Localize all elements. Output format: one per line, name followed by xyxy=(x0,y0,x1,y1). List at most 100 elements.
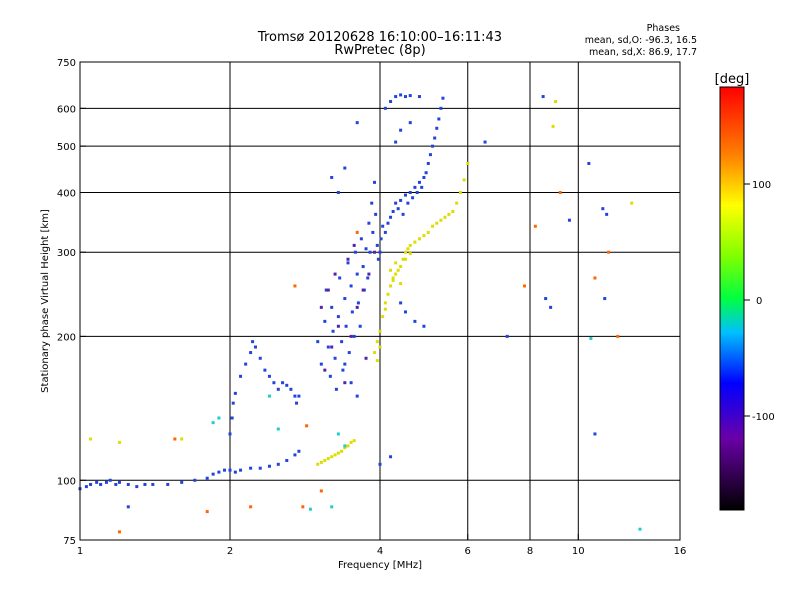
data-point xyxy=(417,180,421,184)
colorbar-label: [deg] xyxy=(715,72,750,87)
data-point xyxy=(324,288,328,292)
data-point xyxy=(605,212,609,216)
data-point xyxy=(353,250,357,254)
data-point xyxy=(230,416,234,420)
data-point xyxy=(239,468,243,472)
data-point xyxy=(381,224,385,228)
chart-title: Tromsø 20120628 16:10:00–16:11:43 xyxy=(257,30,502,45)
data-point xyxy=(411,196,415,200)
data-point xyxy=(373,351,377,355)
data-point xyxy=(180,437,184,441)
data-point xyxy=(399,282,403,286)
data-point xyxy=(376,257,380,261)
data-point xyxy=(364,247,368,251)
data-point xyxy=(267,464,271,468)
x-tick-label: 4 xyxy=(377,546,383,557)
data-point xyxy=(334,387,338,391)
data-point xyxy=(403,95,407,99)
data-point xyxy=(396,207,400,211)
data-point xyxy=(638,527,642,531)
data-point xyxy=(346,257,350,261)
data-point xyxy=(415,190,419,194)
data-point xyxy=(350,310,354,314)
data-point xyxy=(603,297,607,301)
x-axis-label: Frequency [MHz] xyxy=(338,560,422,571)
data-point xyxy=(355,121,359,125)
data-point xyxy=(431,224,435,228)
data-point xyxy=(297,394,301,398)
data-point xyxy=(330,305,334,309)
colorbar xyxy=(719,86,745,511)
data-point xyxy=(408,190,412,194)
data-point xyxy=(403,193,407,197)
data-point xyxy=(417,95,421,99)
x-tick-label: 1 xyxy=(77,546,83,557)
data-point xyxy=(228,432,232,436)
data-point xyxy=(403,310,407,314)
data-point xyxy=(349,381,353,385)
data-point xyxy=(233,470,237,474)
data-point xyxy=(336,432,340,436)
data-point xyxy=(336,451,340,455)
data-point xyxy=(394,201,398,205)
data-point xyxy=(523,284,527,288)
x-tick-label: 6 xyxy=(465,546,471,557)
data-point xyxy=(441,96,445,100)
data-point xyxy=(408,94,412,98)
data-point xyxy=(340,340,344,344)
data-point xyxy=(630,201,634,205)
data-point xyxy=(458,190,462,194)
data-point xyxy=(211,472,215,476)
data-point xyxy=(399,198,403,202)
data-point xyxy=(343,381,347,385)
data-point xyxy=(89,437,93,441)
data-point xyxy=(371,230,375,234)
data-point xyxy=(373,180,377,184)
x-tick-label: 2 xyxy=(227,546,233,557)
data-point xyxy=(239,374,243,378)
data-point xyxy=(413,240,417,244)
data-point xyxy=(443,215,447,219)
data-point xyxy=(293,394,297,398)
data-point xyxy=(117,440,121,444)
data-point xyxy=(366,276,370,280)
data-point xyxy=(368,250,372,254)
grid-lines xyxy=(80,62,680,540)
data-point xyxy=(361,288,365,292)
data-point xyxy=(403,250,407,254)
data-point xyxy=(420,185,424,189)
data-point xyxy=(330,345,334,349)
data-point xyxy=(374,212,378,216)
data-point xyxy=(333,272,337,276)
data-point xyxy=(244,362,248,366)
x-tick-label: 10 xyxy=(572,546,585,557)
colorbar-tick-label: -100 xyxy=(752,412,775,423)
data-point xyxy=(276,427,280,431)
data-point xyxy=(391,276,395,280)
data-point xyxy=(383,106,387,110)
x-tick-label: 16 xyxy=(674,546,687,557)
data-point xyxy=(249,505,253,509)
data-point xyxy=(399,265,403,269)
data-point xyxy=(343,446,347,450)
data-point xyxy=(267,374,271,378)
y-tick-label: 500 xyxy=(57,142,76,153)
data-point xyxy=(295,401,299,405)
data-point xyxy=(323,368,327,372)
y-tick-label: 100 xyxy=(57,476,76,487)
data-point xyxy=(378,345,382,349)
data-point xyxy=(422,175,426,179)
data-point xyxy=(394,95,398,99)
data-point xyxy=(331,329,335,333)
data-point xyxy=(533,224,537,228)
data-point xyxy=(223,468,227,472)
data-point xyxy=(276,462,280,466)
data-point xyxy=(593,432,597,436)
data-point xyxy=(228,468,232,472)
data-point xyxy=(173,437,177,441)
data-point xyxy=(104,480,108,484)
data-point xyxy=(251,340,255,344)
data-point xyxy=(433,136,437,140)
data-point xyxy=(336,324,340,328)
data-point xyxy=(319,362,323,366)
